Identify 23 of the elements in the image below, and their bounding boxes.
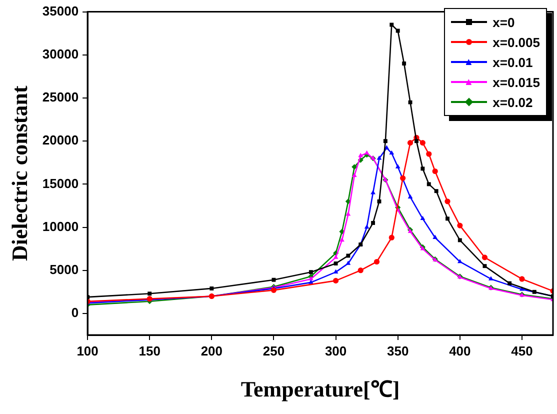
x-tick-label: 400: [449, 343, 471, 358]
y-tick-label: 20000: [42, 132, 79, 148]
x-tick-label: 300: [324, 343, 347, 358]
x-tick-label: 450: [511, 343, 533, 358]
y-tick-label: 10000: [42, 218, 79, 234]
y-tick-label: 25000: [42, 90, 79, 105]
x-axis-title: Temperature[℃]: [240, 376, 400, 402]
legend-label: x=0.015: [492, 74, 540, 90]
y-tick-label: 30000: [42, 46, 79, 62]
legend-label: x=0: [492, 14, 515, 30]
legend-label: x=0.005: [492, 34, 540, 50]
y-tick-label: 5000: [50, 262, 79, 277]
legend-label: x=0.01: [492, 54, 533, 70]
y-tick-label: 0: [71, 305, 79, 320]
x-tick-label: 350: [387, 343, 409, 358]
y-tick-label: 15000: [42, 176, 79, 191]
y-tick-label: 35000: [42, 3, 79, 18]
x-tick-label: 150: [138, 343, 160, 358]
legend-label: x=0.02: [492, 94, 533, 110]
x-tick-label: 250: [262, 343, 285, 358]
y-axis-title: Dielectric constant: [6, 85, 32, 262]
x-tick-label: 200: [200, 343, 223, 358]
x-tick-label: 100: [76, 343, 98, 358]
